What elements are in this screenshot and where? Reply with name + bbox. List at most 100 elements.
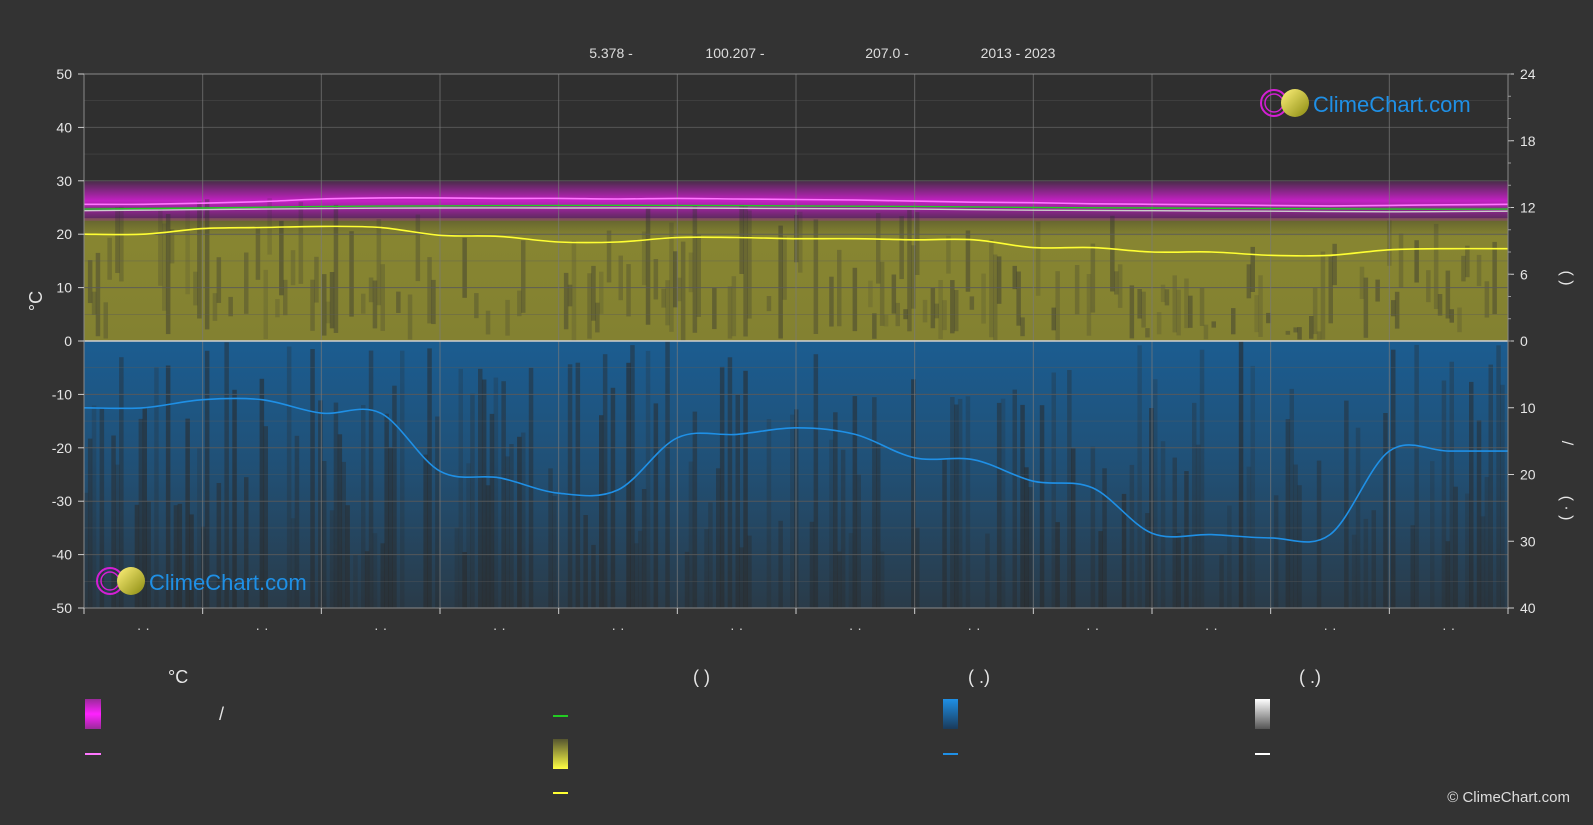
rain-stripe — [630, 345, 635, 608]
rain-stripe — [638, 530, 643, 608]
rain-stripe — [575, 362, 581, 608]
sun-stripe — [727, 286, 733, 339]
sun-stripe — [1110, 215, 1115, 292]
sun-stripe — [899, 216, 904, 280]
x-tick-label: · · — [493, 620, 506, 636]
rain-stripe — [333, 402, 339, 608]
sun-stripe — [1211, 321, 1216, 328]
sun-stripe — [1332, 243, 1337, 286]
sun-stripe — [1160, 284, 1166, 303]
rain-stripe — [829, 439, 834, 608]
rain-stripe — [567, 364, 573, 608]
rain-stripe — [778, 520, 783, 608]
rain-stripe — [766, 419, 772, 608]
sun-stripe — [1246, 264, 1252, 299]
sun-stripe — [669, 222, 674, 332]
rain-stripe — [329, 510, 335, 608]
rain-stripe — [552, 496, 557, 608]
rain-stripe — [286, 346, 292, 608]
rain-stripe — [521, 432, 526, 608]
rain-stripe — [1351, 534, 1357, 608]
chart-grid — [83, 73, 1509, 609]
sun-stripe — [1426, 270, 1431, 303]
sun-stripe — [645, 208, 651, 325]
sun-stripe — [185, 210, 190, 295]
sun-stripe — [329, 272, 335, 329]
legend: °C ( ) ( .) ( .) / — [85, 667, 1321, 794]
brand-logo-top: ClimeChart.com — [1260, 89, 1471, 117]
rain-stripe — [1363, 518, 1369, 608]
sun-stripe — [1297, 327, 1302, 340]
sun-stripe — [1114, 271, 1119, 295]
rain-stripe — [1383, 413, 1388, 608]
rain-stripe — [1051, 372, 1056, 608]
rain-stripe — [610, 387, 616, 608]
x-tick-label: · · — [967, 620, 980, 636]
rain-stripe — [481, 379, 487, 608]
rain-stripe — [591, 544, 596, 608]
y-left-tick-label: 30 — [56, 173, 72, 189]
sun-stripe — [876, 213, 881, 284]
rain-stripe — [1273, 495, 1279, 608]
sun-stripe — [567, 284, 573, 307]
rain-stripe — [1195, 444, 1201, 608]
sun-stripe — [1188, 295, 1193, 328]
sun-stripe — [1465, 245, 1470, 278]
rain-stripe — [727, 357, 733, 608]
sun-stripe — [696, 234, 701, 317]
sun-stripe — [169, 229, 175, 264]
sun-stripe — [1012, 265, 1017, 290]
rain-stripe — [1410, 525, 1415, 608]
rain-stripe — [704, 529, 709, 608]
rain-stripe — [115, 464, 120, 608]
sun-stripe — [1363, 277, 1369, 338]
x-tick-label: · · — [730, 620, 743, 636]
rain-stripe — [384, 413, 389, 608]
sun-stripe — [255, 226, 261, 280]
sun-stripe — [415, 214, 421, 282]
rain-stripe — [91, 405, 97, 608]
rain-stripe — [294, 435, 300, 608]
sun-stripe — [1449, 309, 1454, 323]
rain-stripe — [641, 489, 647, 608]
rain-stripe — [1484, 476, 1490, 608]
sun-stripe — [981, 273, 986, 324]
sun-stripe — [852, 267, 858, 332]
rain-stripe — [138, 418, 144, 608]
sun-stripe — [653, 259, 659, 300]
rain-stripe — [833, 412, 838, 608]
sun-stripe — [165, 214, 171, 335]
rain-stripe — [813, 354, 819, 608]
sun-stripe — [907, 210, 912, 332]
x-tick-label: · · — [374, 620, 387, 636]
rain-stripe — [173, 505, 179, 608]
sun-stripe — [950, 280, 955, 334]
rain-stripe — [505, 456, 510, 608]
rain-stripe — [1090, 446, 1096, 608]
sun-stripe — [587, 273, 592, 339]
sun-stripe — [688, 252, 694, 293]
sun-stripe — [427, 257, 432, 324]
y-left-tick-label: 50 — [56, 66, 72, 82]
sun-stripe — [813, 219, 819, 334]
sun-stripe — [883, 314, 889, 327]
y-left-tick-label: 10 — [56, 280, 72, 296]
sun-stripe — [325, 301, 331, 324]
x-tick-label: · · — [255, 620, 268, 636]
rain-stripe — [142, 407, 147, 608]
rain-stripe — [645, 350, 651, 608]
rain-stripe — [942, 459, 947, 608]
rain-stripe — [1293, 464, 1298, 608]
rain-stripe — [602, 354, 608, 608]
sun-stripe — [1445, 270, 1451, 319]
sun-stripe — [1492, 241, 1497, 315]
sun-stripe — [462, 237, 467, 298]
sun-stripe — [766, 296, 772, 312]
series-line-max-temp — [84, 196, 1508, 207]
legend-temp-slash: / — [219, 704, 224, 724]
rain-stripe — [1391, 349, 1396, 608]
legend-swatch-snow — [1255, 699, 1270, 729]
logo-text: ClimeChart.com — [149, 570, 307, 595]
legend-swatch-sun-range — [553, 739, 568, 769]
rain-stripe — [1480, 516, 1486, 608]
